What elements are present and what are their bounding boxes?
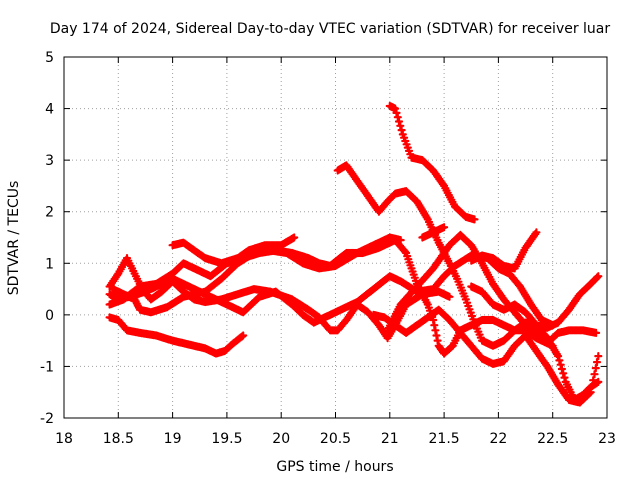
chart-title: Day 174 of 2024, Sidereal Day-to-day VTE… xyxy=(50,21,611,37)
data-series-s6 xyxy=(108,233,405,317)
y-tick-label: -1 xyxy=(40,359,54,375)
data-series-s5 xyxy=(168,233,299,268)
data-series-s13 xyxy=(467,272,603,332)
x-tick-label: 19.5 xyxy=(211,431,242,447)
y-tick-label: -2 xyxy=(40,411,54,427)
y-tick-label: 4 xyxy=(45,102,54,118)
data-series-s12 xyxy=(467,228,541,273)
x-tick-label: 22 xyxy=(489,431,507,447)
x-tick-label: 20 xyxy=(272,431,290,447)
grid xyxy=(64,57,607,418)
y-tick-label: 3 xyxy=(45,153,54,169)
x-tick-label: 21 xyxy=(381,431,399,447)
data-series-group xyxy=(105,101,603,407)
data-series-s9 xyxy=(383,230,557,350)
x-tick-label: 21.5 xyxy=(429,431,460,447)
data-series-s10 xyxy=(369,305,603,407)
y-tick-label: 2 xyxy=(45,205,54,221)
x-tick-label: 18.5 xyxy=(103,431,134,447)
x-axis-label: GPS time / hours xyxy=(276,459,393,475)
x-tick-label: 18 xyxy=(55,431,73,447)
y-tick-label: 1 xyxy=(45,256,54,272)
x-tick-label: 20.5 xyxy=(320,431,351,447)
data-series-s8 xyxy=(385,101,479,224)
x-tick-labels: 18 18.5 19 19.5 20 20.5 21 21.5 22 22.5 23 xyxy=(55,431,616,447)
y-tick-labels: -2 -1 0 1 2 3 4 5 xyxy=(40,50,54,427)
x-tick-label: 23 xyxy=(598,431,616,447)
x-tick-label: 22.5 xyxy=(537,431,568,447)
y-axis-label: SDTVAR / TECUs xyxy=(6,181,22,296)
data-series-s11 xyxy=(418,223,449,242)
y-tick-label: 0 xyxy=(45,308,54,324)
axis-ticks xyxy=(63,56,608,419)
y-tick-label: 5 xyxy=(45,50,54,66)
x-tick-label: 19 xyxy=(164,431,182,447)
data-series-s1 xyxy=(105,313,248,358)
